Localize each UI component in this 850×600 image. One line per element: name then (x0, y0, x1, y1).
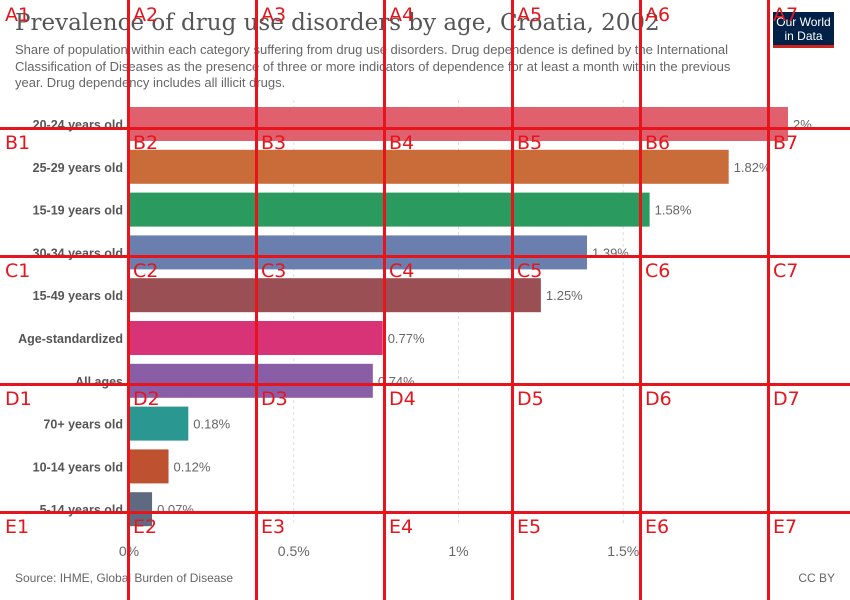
category-label: 15-19 years old (33, 204, 123, 218)
bar (129, 235, 588, 270)
category-label: 25-29 years old (33, 161, 123, 175)
logo-line-2: in Data (784, 28, 823, 43)
x-tick-label: 0.5% (278, 543, 310, 559)
x-tick-label: 1.5% (607, 543, 639, 559)
value-label: 1.58% (655, 203, 692, 218)
value-label: 2% (793, 117, 812, 132)
value-label: 1.25% (546, 288, 583, 303)
bar (129, 449, 169, 484)
bar (129, 149, 729, 184)
category-label: 70+ years old (43, 418, 123, 432)
category-label: 15-49 years old (33, 289, 123, 303)
category-label: 5-14 years old (40, 503, 123, 517)
license-link[interactable]: CC BY (798, 571, 835, 585)
category-label: All ages (75, 375, 123, 389)
value-label: 0.07% (157, 502, 194, 517)
value-label: 1.82% (734, 160, 771, 175)
owid-logo[interactable]: Our World in Data (773, 12, 834, 48)
category-label: 30-34 years old (33, 246, 123, 260)
bar (129, 406, 189, 441)
chart-subtitle: Share of population within each category… (15, 42, 731, 90)
value-label: 0.74% (378, 374, 415, 389)
value-label: 0.12% (174, 459, 211, 474)
logo-line-1: Our World (776, 14, 831, 29)
source-note[interactable]: Source: IHME, Global Burden of Disease (15, 571, 234, 585)
bar (129, 363, 373, 398)
bar (129, 278, 541, 313)
chart-title: Prevalence of drug use disorders by age,… (15, 10, 660, 36)
x-tick-label: 0% (119, 543, 139, 559)
bar (129, 192, 650, 227)
category-label: Age-standardized (18, 332, 123, 346)
bar (129, 107, 788, 141)
x-tick-label: 1% (448, 543, 468, 559)
category-label: 20-24 years old (33, 118, 123, 132)
value-label: 0.77% (388, 331, 425, 346)
value-label: 0.18% (193, 417, 230, 432)
bar (129, 492, 153, 527)
value-label: 1.39% (592, 245, 629, 260)
bar (129, 321, 383, 355)
category-label: 10-14 years old (33, 460, 123, 474)
